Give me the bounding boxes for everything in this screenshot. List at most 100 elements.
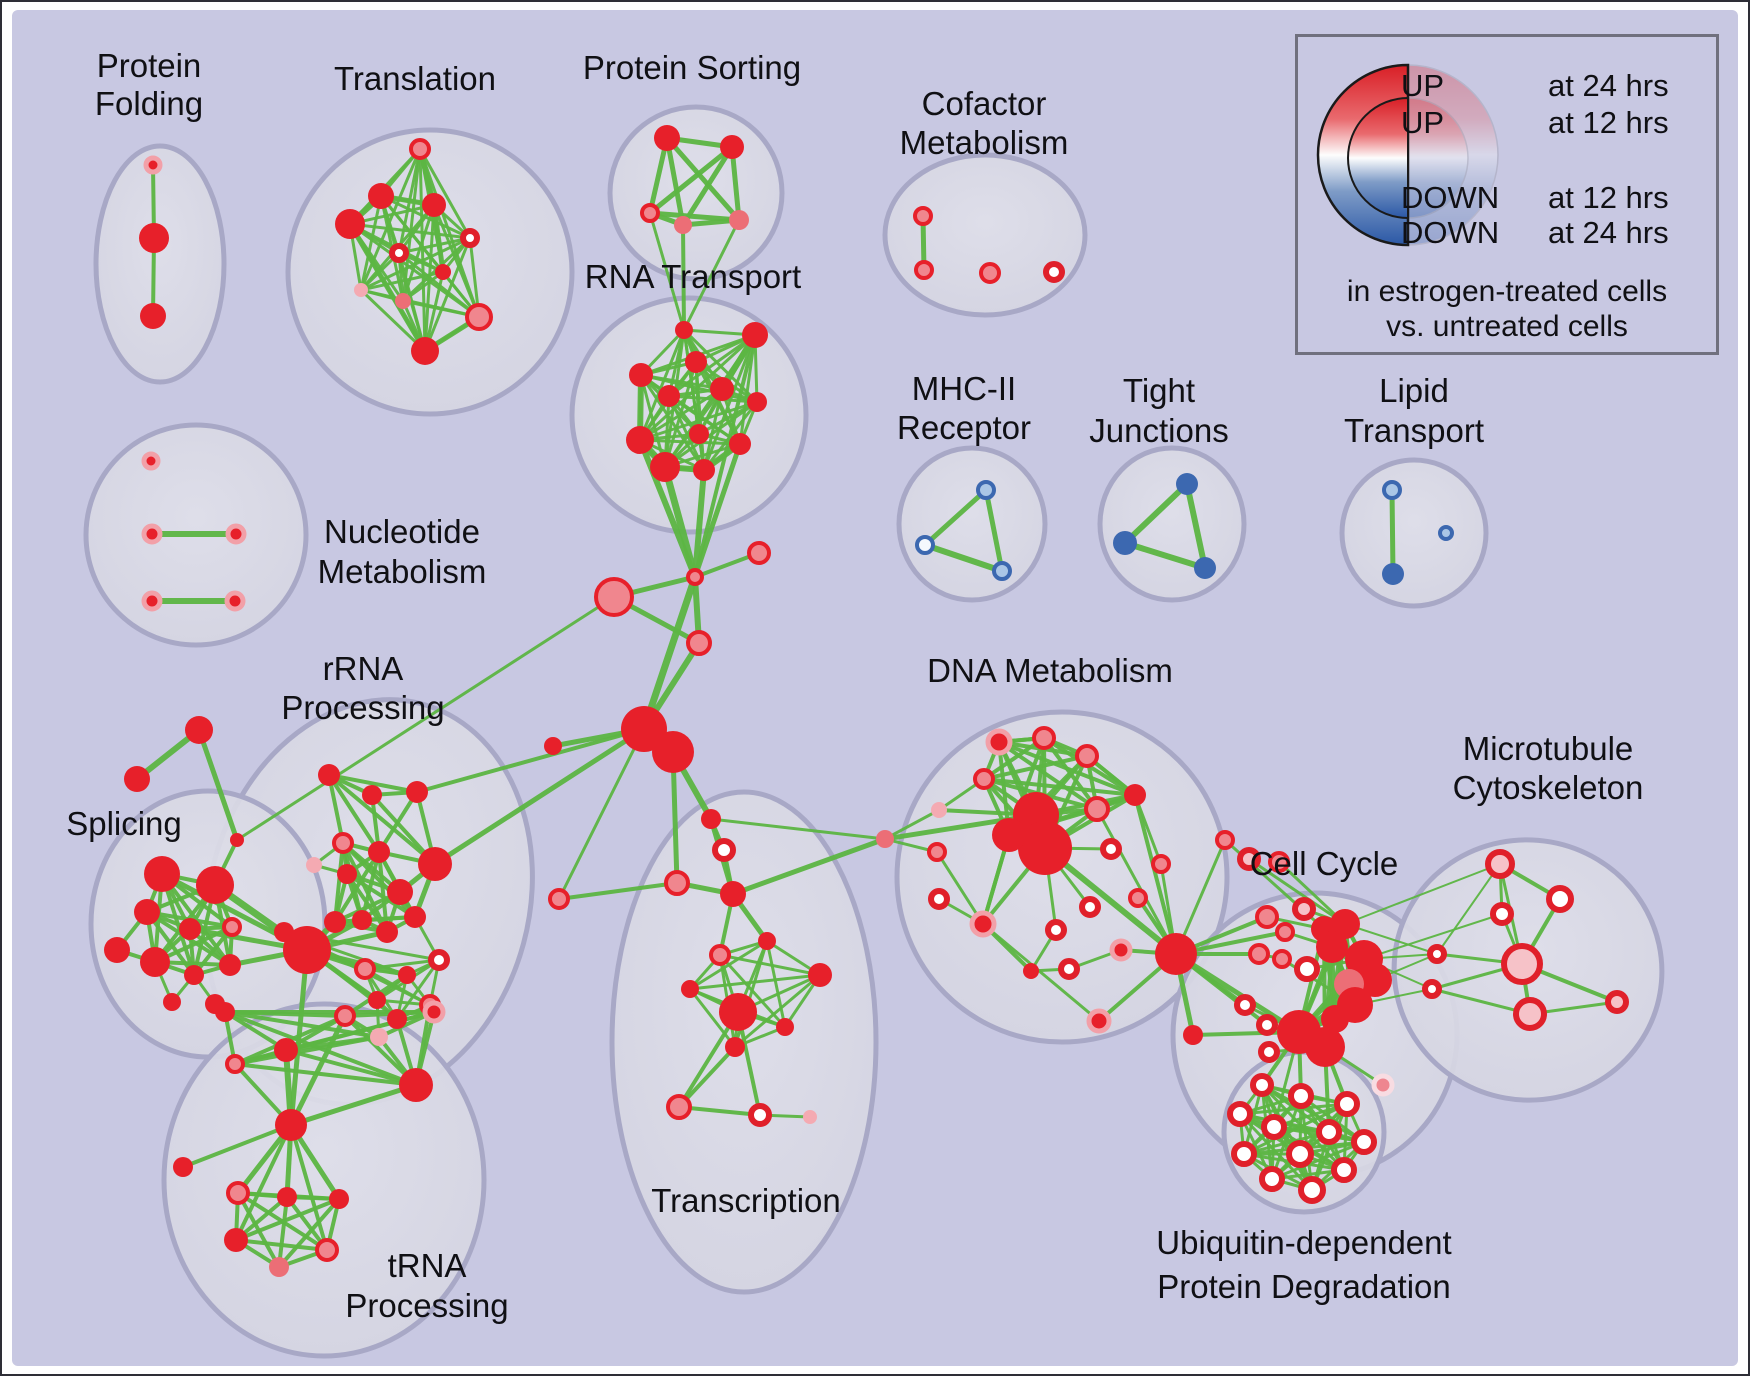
node-r18 (368, 991, 386, 1009)
node-tb6 (269, 1257, 289, 1277)
node-mt2 (1490, 902, 1514, 926)
node-r0 (318, 764, 340, 786)
node-mt6 (1513, 997, 1547, 1031)
node-mt1 (1546, 885, 1574, 913)
cluster-ellipse-tight-junctions (1097, 445, 1247, 603)
node-tu3 (274, 1038, 298, 1062)
node-hub2 (652, 731, 694, 773)
node-d4 (931, 802, 947, 818)
node-t7 (354, 283, 368, 297)
cluster-label-protein-sorting: Protein Sorting (583, 49, 801, 86)
node-t0 (409, 138, 431, 160)
node-m2 (992, 561, 1012, 581)
node-r6 (368, 841, 390, 863)
node-mt4 (1422, 979, 1442, 999)
node-cc12 (1316, 931, 1348, 963)
node-d0 (985, 728, 1013, 756)
node-rt0 (675, 321, 693, 339)
node-r5 (337, 864, 357, 884)
cluster-label-transcription: Transcription (651, 1182, 841, 1219)
node-d16 (969, 910, 997, 938)
legend-inner-half (1347, 96, 1409, 220)
node-d17 (1045, 919, 1067, 941)
node-r3 (332, 832, 354, 854)
node-ps1 (720, 135, 744, 159)
node-ub0 (1250, 1073, 1274, 1097)
node-tb1 (226, 1181, 250, 1205)
node-tj0 (1176, 473, 1198, 495)
node-tri_a (185, 716, 213, 744)
node-cc21 (1215, 830, 1235, 850)
cluster-label-splicing: Splicing (66, 805, 182, 842)
node-ub12 (1371, 1073, 1395, 1097)
node-sp9 (219, 954, 241, 976)
node-d5 (1124, 784, 1146, 806)
node-ti (173, 1157, 193, 1177)
legend-caption-line2: vs. untreated cells (1386, 310, 1628, 343)
node-cf3 (1043, 261, 1065, 283)
node-d8 (1018, 821, 1072, 875)
node-d13 (1128, 888, 1148, 908)
node-sp7 (140, 947, 170, 977)
node-d6 (1084, 796, 1110, 822)
node-n1 (141, 523, 163, 545)
node-r9 (324, 911, 346, 933)
node-cc3 (1292, 897, 1316, 921)
node-cc22 (1237, 847, 1261, 871)
node-ps2 (640, 203, 660, 223)
node-sp2 (196, 866, 234, 904)
node-sp6 (222, 917, 242, 937)
node-x6 (709, 944, 731, 966)
node-t4 (460, 228, 480, 248)
node-r12 (404, 906, 426, 928)
legend-direction: UP (1401, 105, 1445, 140)
node-r2 (406, 781, 428, 803)
node-x4 (548, 888, 570, 910)
node-tb3 (329, 1189, 349, 1209)
node-th (275, 1109, 307, 1141)
node-n2 (225, 523, 247, 545)
node-ub6 (1351, 1129, 1377, 1155)
node-tri_c (230, 833, 244, 847)
node-rt4 (658, 385, 680, 407)
node-rt5 (710, 377, 734, 401)
node-d14 (928, 888, 950, 910)
node-mt3 (1427, 944, 1447, 964)
node-cc19 (1305, 1027, 1345, 1067)
node-sp4 (104, 937, 130, 963)
node-hs (747, 541, 771, 565)
node-sp10 (163, 993, 181, 1011)
cluster-label-ubiquitin-degradation: Ubiquitin-dependent Protein Degradation (1156, 1224, 1451, 1305)
node-cc4 (1275, 922, 1295, 942)
node-t9 (465, 303, 493, 331)
cluster-label-cell-cycle: Cell Cycle (1250, 845, 1399, 882)
node-cc17 (1321, 1005, 1349, 1033)
cluster-label-nucleotide-metabolism: Nucleotide Metabolism (318, 513, 487, 590)
cluster-label-rrna-processing: rRNA Processing (281, 650, 444, 726)
node-pf2 (140, 303, 166, 329)
node-x3 (720, 881, 746, 907)
node-tb5 (315, 1238, 339, 1262)
node-cc5 (1248, 943, 1270, 965)
node-t1 (368, 183, 394, 209)
node-t5 (389, 243, 409, 263)
node-x0 (701, 809, 721, 829)
node-rt8 (689, 424, 709, 444)
node-tj2 (1194, 557, 1216, 579)
node-rt1 (742, 322, 768, 348)
node-x13 (748, 1103, 772, 1127)
node-x5 (758, 932, 776, 950)
node-d11 (927, 842, 947, 862)
node-lt1 (1382, 563, 1404, 585)
node-rt6 (747, 392, 767, 412)
node-x2 (664, 870, 690, 896)
node-rt9 (729, 433, 751, 455)
legend-time: at 12 hrs (1548, 180, 1669, 215)
node-ub10 (1259, 1166, 1285, 1192)
cluster-label-protein-folding: Protein Folding (95, 47, 203, 122)
node-dhub (1155, 933, 1197, 975)
node-d9 (992, 818, 1026, 852)
node-ub8 (1286, 1140, 1314, 1168)
node-cf1 (914, 260, 934, 280)
